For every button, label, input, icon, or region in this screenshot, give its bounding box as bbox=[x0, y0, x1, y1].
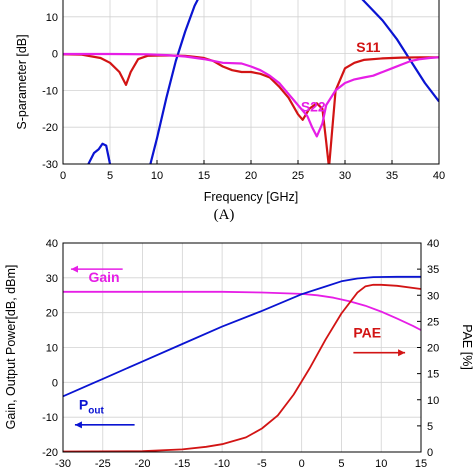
pae-arrow-head bbox=[398, 349, 406, 357]
x-tick-label: 30 bbox=[339, 170, 351, 182]
y-tick-label: -20 bbox=[42, 122, 58, 134]
series-s21-line bbox=[361, 0, 439, 103]
y-tick-label: 10 bbox=[46, 343, 58, 355]
chart-b: -30 -25 -20 -15 -10 -5 0 5 10 15 -20-10010203040 … bbox=[4, 238, 474, 470]
y-tick-label: -30 bbox=[42, 159, 58, 171]
x-tick-label: 15 bbox=[198, 170, 210, 182]
series-pae-line bbox=[63, 283, 421, 452]
x-tick-labels: 0 5 10 15 20 25 30 35 40 bbox=[60, 170, 445, 182]
y-tick-label: 40 bbox=[46, 238, 58, 250]
plot-frame bbox=[62, 0, 440, 165]
y-tick-label: 30 bbox=[46, 273, 58, 285]
x-tick-label: 20 bbox=[245, 170, 257, 182]
x-tick-label: 5 bbox=[338, 458, 344, 470]
panel-label: (A) bbox=[214, 207, 235, 223]
series-group bbox=[63, 275, 421, 452]
series-s22-line bbox=[63, 52, 439, 138]
y-tick-label: -10 bbox=[42, 412, 58, 424]
series-s11-line bbox=[63, 53, 439, 164]
annotation-arrows bbox=[70, 265, 406, 429]
series-label-pout: Pout bbox=[79, 397, 105, 417]
series-label-subscript: out bbox=[88, 406, 104, 417]
plot-frame bbox=[62, 242, 422, 453]
y2-tick-label: 35 bbox=[427, 264, 439, 276]
x-tick-label: 10 bbox=[151, 170, 163, 182]
x-tick-label: 40 bbox=[433, 170, 445, 182]
series-pout-line bbox=[63, 275, 421, 398]
x-tick-labels: -30 -25 -20 -15 -10 -5 0 5 10 15 bbox=[55, 458, 427, 470]
series-group bbox=[63, 0, 439, 164]
series-s21-line bbox=[149, 0, 199, 164]
y2-tick-label: 25 bbox=[427, 316, 439, 328]
x-tick-label: -30 bbox=[55, 458, 71, 470]
x-tick-label: 25 bbox=[292, 170, 304, 182]
x-tick-label: -20 bbox=[135, 458, 151, 470]
x-tick-label: -15 bbox=[174, 458, 190, 470]
y-axis-label: Gain, Output Power[dB, dBm] bbox=[4, 265, 18, 430]
series-label-s11: S11 bbox=[356, 39, 380, 55]
y-tick-label: 20 bbox=[46, 308, 58, 320]
y2-axis-label: PAE [%] bbox=[460, 324, 474, 370]
y-tick-label: 0 bbox=[52, 49, 58, 61]
x-tick-label: -25 bbox=[95, 458, 111, 470]
series-label-s22: S22 bbox=[301, 99, 326, 115]
series-labels: Gain PAE Pout bbox=[79, 269, 381, 416]
gain-arrow-head bbox=[70, 265, 78, 273]
x-tick-label: 35 bbox=[386, 170, 398, 182]
series-s21-line bbox=[87, 142, 112, 164]
y2-tick-label: 40 bbox=[427, 238, 439, 250]
x-tick-label: 5 bbox=[107, 170, 113, 182]
x-tick-label: -10 bbox=[214, 458, 230, 470]
x-tick-label: -5 bbox=[257, 458, 267, 470]
x-tick-label: 0 bbox=[299, 458, 305, 470]
pout-arrow-head bbox=[74, 421, 82, 429]
series-labels: S21S11S22 bbox=[301, 39, 381, 115]
y-tick-label: -20 bbox=[42, 447, 58, 459]
y-tick-label: 10 bbox=[46, 12, 58, 24]
x-axis-label: Frequency [GHz] bbox=[204, 190, 298, 204]
y2-tick-label: 20 bbox=[427, 343, 439, 355]
series-label-pae: PAE bbox=[353, 325, 381, 341]
series-gain-line bbox=[63, 290, 421, 331]
y2-tick-label: 10 bbox=[427, 395, 439, 407]
y2-tick-labels: 0 5 10 15 20 25 30 35 40 bbox=[427, 238, 439, 459]
grid bbox=[62, 0, 440, 165]
y-axis-label: S-parameter [dB] bbox=[15, 34, 29, 129]
y-tick-label: 0 bbox=[52, 377, 58, 389]
x-tick-label: 15 bbox=[415, 458, 427, 470]
series-label-gain: Gain bbox=[88, 269, 119, 285]
y-tick-labels: -20 -10 0 10 20 30 40 bbox=[42, 238, 58, 459]
y2-tick-label: 15 bbox=[427, 369, 439, 381]
y-tick-label: -10 bbox=[42, 85, 58, 97]
y2-tick-label: 5 bbox=[427, 421, 433, 433]
y2-tick-label: 30 bbox=[427, 290, 439, 302]
x-tick-label: 10 bbox=[375, 458, 387, 470]
y2-tick-label: 0 bbox=[427, 447, 433, 459]
x-tick-label: 0 bbox=[60, 170, 66, 182]
